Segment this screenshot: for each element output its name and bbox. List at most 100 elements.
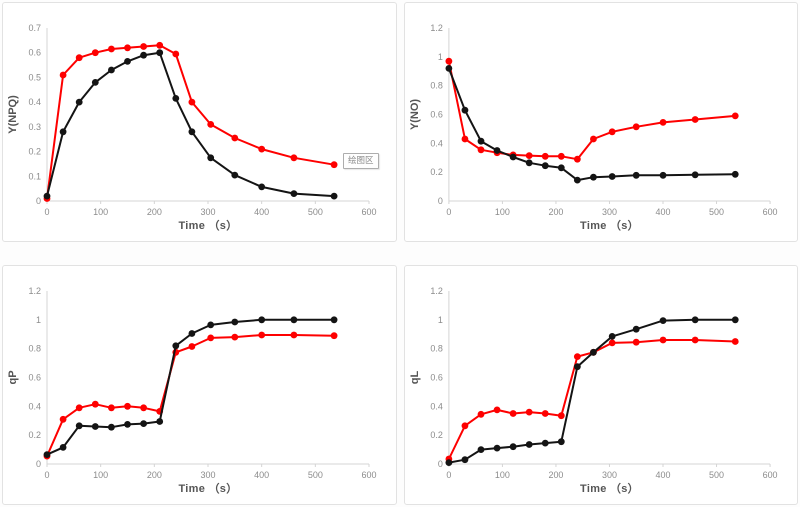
series-black-marker <box>461 456 469 464</box>
series-red-marker <box>557 152 565 160</box>
chart-panel-ynpq[interactable]: 0 100 200 300 400 500 600 0 0.1 0.2 0.3 0.4 0.5 0.6 0.… <box>2 2 397 242</box>
series-black[interactable] <box>445 316 739 466</box>
series-red-marker <box>509 410 517 417</box>
series-black-marker <box>525 159 533 167</box>
series-black-marker <box>573 363 581 371</box>
series-red-marker <box>541 410 549 417</box>
series-black-marker <box>258 316 266 324</box>
chart-panel-qp[interactable]: 0 100 200 300 400 500 600 0 0.2 0.4 0.6 0.8 1 1.2 Time… <box>2 265 397 505</box>
series-red-marker <box>573 353 581 360</box>
series-red-marker <box>207 121 215 128</box>
y-axis-title: qL <box>409 370 421 384</box>
y-axis-title: qP <box>7 370 19 384</box>
series-red-marker <box>541 152 549 160</box>
series-black-marker <box>172 95 180 102</box>
x-tick-label: 500 <box>709 470 724 480</box>
series-black-marker <box>659 171 667 179</box>
series-black-marker <box>207 321 215 329</box>
x-tick-label: 400 <box>656 207 671 217</box>
y-tick-label: 0.2 <box>28 430 41 440</box>
series-red[interactable] <box>445 336 739 463</box>
series-black-marker <box>525 441 533 448</box>
series-black-marker <box>59 444 67 451</box>
y-tick-label: 0 <box>438 196 443 206</box>
series-red-marker <box>75 54 83 62</box>
series-red-marker <box>659 119 667 126</box>
series-black-marker <box>172 342 180 350</box>
series-black-marker <box>659 317 667 324</box>
y-tick-label: 0.2 <box>28 147 41 157</box>
series-red-line <box>447 60 737 161</box>
series-black-marker <box>477 446 485 453</box>
x-tick-label: 200 <box>147 470 162 480</box>
x-tick-label: 600 <box>361 207 376 217</box>
series-red-marker <box>731 112 739 120</box>
x-tick-label: 400 <box>656 470 671 480</box>
y-tick-label: 0.4 <box>28 97 41 107</box>
series-black-marker <box>75 98 83 106</box>
series-red-marker <box>231 134 239 142</box>
chart-panel-yno[interactable]: 0 100 200 300 400 500 600 0 0.2 0.4 0.6 0.8 1 1.2 Time… <box>404 2 798 242</box>
y-tick-label: 0.8 <box>28 344 41 354</box>
series-black-marker <box>445 65 453 72</box>
y-tick-label: 1.2 <box>430 286 442 296</box>
series-red-marker <box>477 146 485 154</box>
x-axis-title: Time （s） <box>178 482 237 495</box>
series-black-marker <box>330 192 338 200</box>
series-black[interactable] <box>43 316 338 458</box>
series-black-marker <box>124 58 131 65</box>
y-tick-label: 0.4 <box>430 138 442 148</box>
series-black-marker <box>75 422 83 430</box>
series-red[interactable] <box>43 41 338 202</box>
series-red-marker <box>493 406 501 414</box>
x-tick-label: 0 <box>446 207 451 217</box>
y-tick-label: 0.8 <box>430 81 442 91</box>
series-black-marker <box>557 164 565 172</box>
series-black-marker <box>632 171 640 179</box>
series-red[interactable] <box>43 331 338 460</box>
series-black-marker <box>632 325 640 333</box>
series-red-marker <box>659 336 667 344</box>
series-black-marker <box>124 421 131 428</box>
series-red-marker <box>231 333 239 341</box>
series-red-marker <box>525 408 533 416</box>
y-tick-label: 0.4 <box>430 401 442 411</box>
series-red-line <box>46 334 336 458</box>
x-tick-label: 100 <box>495 470 510 480</box>
y-tick-label: 0.7 <box>28 23 41 33</box>
series-red-marker <box>59 71 67 79</box>
series-black-marker <box>207 154 215 162</box>
series-black-marker <box>108 423 115 431</box>
series-black-marker <box>590 348 597 356</box>
series-black-marker <box>156 418 164 425</box>
y-tick-label: 0.5 <box>28 72 41 82</box>
x-tick-label: 300 <box>602 207 617 217</box>
series-black-marker <box>541 162 549 170</box>
series-red-marker <box>445 57 453 65</box>
y-tick-label: 0.2 <box>430 167 442 177</box>
y-tick-label: 0.2 <box>430 430 442 440</box>
plot-area-tooltip: 绘图区 <box>343 153 379 169</box>
series-black-line <box>46 51 336 198</box>
series-red-marker <box>156 41 164 49</box>
series-black-marker <box>509 443 517 451</box>
series-black-marker <box>188 128 196 136</box>
chart-panel-ql[interactable]: 0 100 200 300 400 500 600 0 0.2 0.4 0.6 0.8 1 1.2 Time… <box>404 265 798 505</box>
series-red-marker <box>590 135 597 143</box>
series-black[interactable] <box>445 65 739 184</box>
series-black-marker <box>59 128 67 136</box>
y-tick-label: 0.3 <box>28 122 41 132</box>
series-black-marker <box>541 439 549 447</box>
series-black-marker <box>258 183 266 191</box>
series-black-marker <box>477 137 485 145</box>
x-tick-label: 0 <box>44 470 49 480</box>
series-black-marker <box>290 190 298 198</box>
ynpq-chart-svg: 0 100 200 300 400 500 600 0 0.1 0.2 0.3 0.4 0.5 0.6 0.… <box>7 23 377 232</box>
y-axis-title: Y(NO) <box>409 99 421 130</box>
x-axis-title: Time （s） <box>178 219 237 232</box>
y-tick-label: 0.1 <box>28 171 41 181</box>
x-tick-label: 200 <box>548 207 563 217</box>
series-black[interactable] <box>43 49 338 200</box>
series-red-marker <box>330 332 338 340</box>
